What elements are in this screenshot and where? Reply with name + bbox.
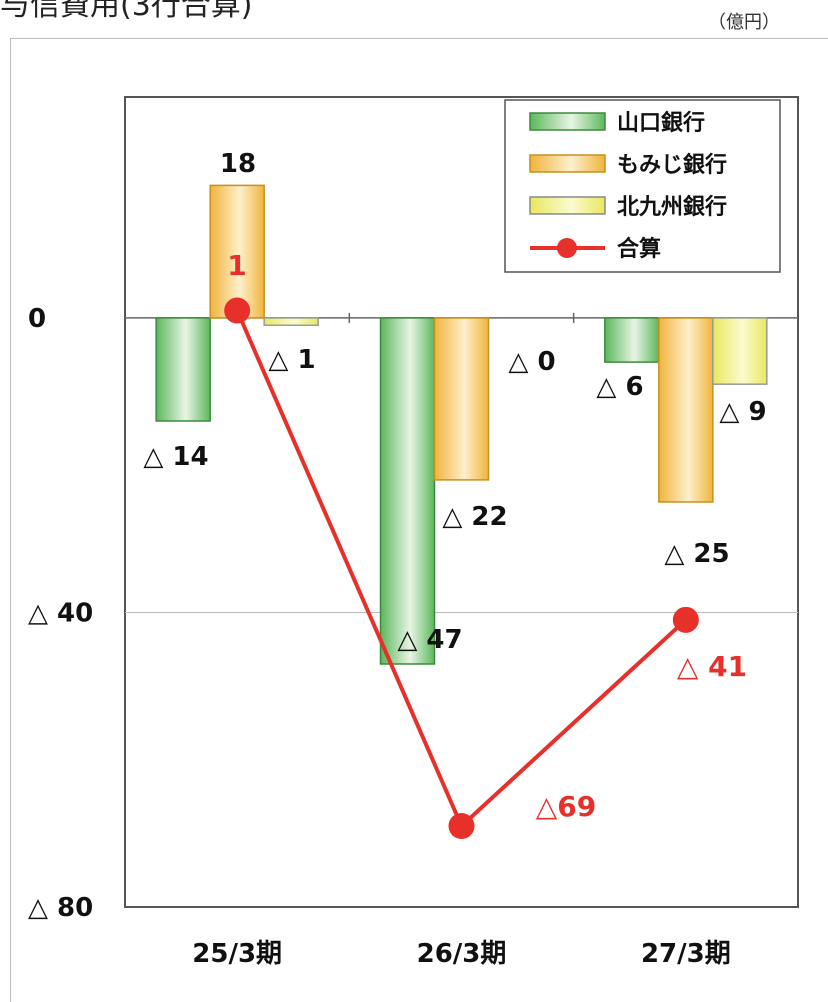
legend-line-marker (557, 238, 577, 258)
legend-label: 北九州銀行 (617, 194, 727, 220)
unit-label: （億円） (708, 12, 780, 33)
legend-label: 合算 (617, 236, 661, 262)
bar-0 (155, 317, 211, 422)
legend-swatch (529, 112, 606, 131)
bar-value-label: △ 47 (397, 625, 462, 655)
x-tick-label: 26/3期 (417, 939, 507, 969)
bar-value-label: △ 1 (268, 345, 315, 375)
bar-1 (433, 317, 490, 481)
y-tick-label: 0 (28, 304, 46, 334)
bar-2 (712, 317, 768, 385)
total-value-label: △ 41 (677, 650, 747, 683)
chart-frame (10, 38, 828, 1002)
bar-value-label: △ 25 (664, 539, 729, 569)
bar-value-label: △ 22 (442, 502, 507, 532)
bar-value-label: △ 0 (508, 347, 555, 377)
bar-2 (263, 317, 319, 327)
chart-title: 与信費用(3行合算) (0, 0, 253, 23)
total-point (448, 813, 475, 839)
bar-0 (379, 317, 436, 665)
bar-value-label: △ 6 (596, 372, 643, 402)
bar-value-label: △ 9 (719, 397, 766, 427)
legend-swatch (529, 196, 606, 215)
y-tick-label: △ 80 (28, 893, 93, 923)
legend-label: 山口銀行 (617, 110, 705, 136)
total-value-label: △69 (536, 790, 597, 823)
total-point (224, 297, 251, 324)
x-tick-label: 27/3期 (641, 939, 731, 969)
bar-0 (604, 317, 660, 363)
bar-1 (658, 317, 714, 503)
total-point (672, 606, 699, 633)
bar-value-label: 18 (220, 149, 256, 179)
y-tick-label: △ 40 (28, 598, 93, 628)
total-value-label: 1 (227, 249, 246, 282)
x-tick-label: 25/3期 (192, 939, 282, 969)
bar-value-label: △ 14 (143, 442, 208, 472)
legend-swatch (529, 154, 606, 173)
legend-label: もみじ銀行 (617, 152, 727, 178)
